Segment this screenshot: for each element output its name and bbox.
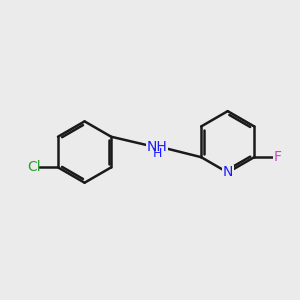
Text: NH: NH (147, 140, 168, 154)
Text: N: N (223, 166, 233, 179)
Text: F: F (274, 150, 282, 164)
Text: Cl: Cl (27, 160, 41, 174)
Text: H: H (153, 147, 162, 160)
